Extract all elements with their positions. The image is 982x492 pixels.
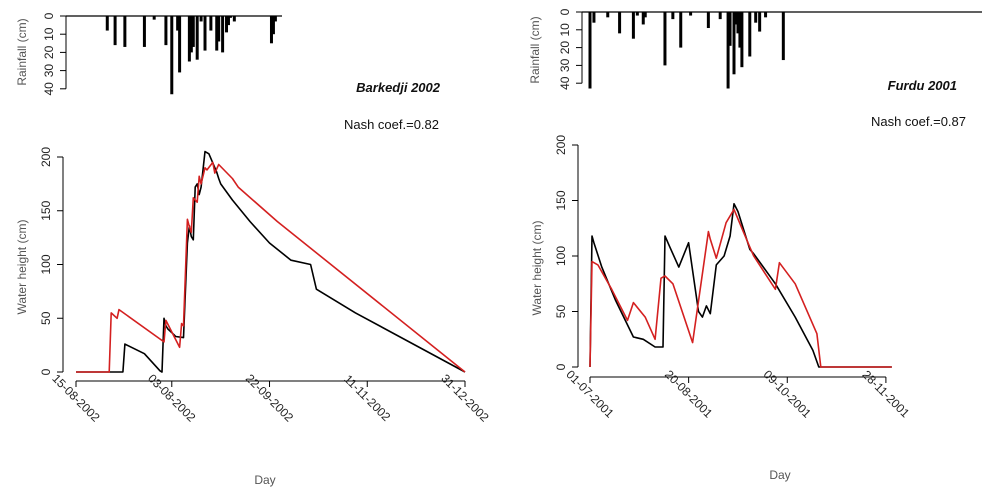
plot-title: Furdu 2001 [888,78,957,93]
x-tick-label: 15-08-2002 [49,371,103,425]
x-tick-label: 28-11-2001 [860,368,913,421]
y-tick-label: 0 [39,368,53,375]
x-tick-label: 20-08-2001 [662,367,716,421]
simulated-series-line [76,161,466,373]
nash-coefficient: Nash coef.=0.82 [344,117,439,132]
observed-series-line [76,150,466,373]
y-tick-label: 100 [39,254,53,274]
rainfall-y-tick-label: 10 [558,23,572,37]
rainfall-y-tick-label: 20 [42,45,56,59]
x-tick-label: 22-09-2002 [243,371,297,425]
y-tick-label: 200 [554,135,568,155]
y-axis-title: Water height (cm) [530,221,544,316]
x-tick-label: 31-12-2002 [438,371,492,425]
x-tick-label: 03-08-2002 [145,371,199,425]
panel-left: 0 10 20 30 40 Rainfall (cm) Barkedji 2002 Nash … [15,12,492,487]
rainfall-y-tick-label: 30 [42,64,56,78]
x-tick-label: 11-11-2002 [341,372,393,424]
rainfall-y-tick-label: 40 [42,82,56,96]
rainfall-y-tick-label: 0 [558,8,572,15]
rainfall-y-tick-label: 0 [42,12,56,19]
simulated-series-line [589,208,892,368]
rainfall-y-tick-label: 40 [558,76,572,90]
x-tick-label: 09-10-2001 [761,367,815,421]
y-tick-label: 50 [39,311,53,325]
observed-series-line [589,203,892,368]
y-tick-label: 100 [554,246,568,266]
panel-right: 0 10 20 30 40 Rainfall (cm) Furdu 2001 Nash coe… [528,8,982,482]
plot-title: Barkedji 2002 [356,80,441,95]
rainfall-y-tick-label: 30 [558,58,572,72]
y-tick-label: 150 [39,200,53,220]
rainfall-y-tick-label: 20 [558,41,572,55]
y-axis-title: Water height (cm) [15,220,29,315]
y-tick-label: 150 [554,190,568,210]
y-tick-label: 200 [39,147,53,167]
nash-coefficient: Nash coef.=0.87 [871,114,966,129]
rainfall-y-axis-title: Rainfall (cm) [15,18,29,85]
y-tick-label: 0 [554,363,568,370]
y-tick-label: 50 [554,305,568,319]
x-tick-label: 01-07-2001 [563,367,617,421]
x-axis-title: Day [254,473,275,487]
rainfall-y-tick-label: 10 [42,27,56,41]
rainfall-y-axis-title: Rainfall (cm) [528,16,542,83]
x-axis-title: Day [769,468,790,482]
